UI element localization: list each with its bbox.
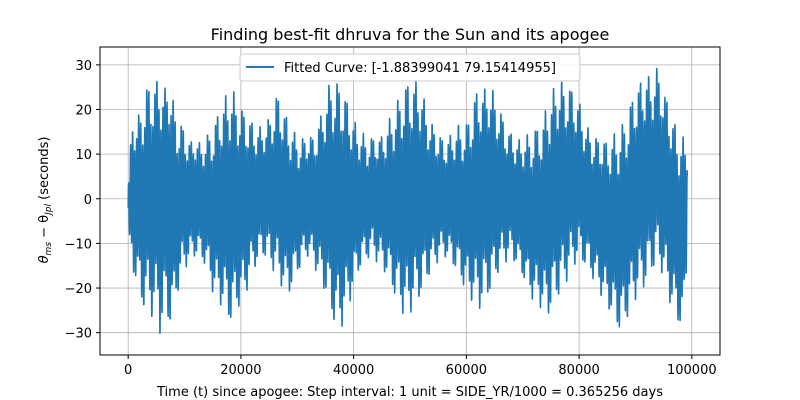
legend-label: Fitted Curve: [-1.88399041 79.15414955]	[284, 61, 556, 76]
chart-title: Finding best-fit dhruva for the Sun and …	[211, 25, 610, 44]
x-tick-label: 100000	[667, 363, 717, 378]
series-line-0	[127, 67, 689, 334]
x-axis-label: Time (t) since apogee: Step interval: 1 …	[156, 385, 663, 400]
legend-box	[239, 53, 581, 82]
series-layer	[127, 67, 689, 334]
y-tick-label: −20	[65, 282, 92, 297]
legend: Fitted Curve: [-1.88399041 79.15414955]	[239, 53, 581, 82]
y-label-minus-theta: − θ	[37, 215, 52, 242]
y-label-sub-jpl: Jpl	[44, 204, 54, 217]
y-tick-label: 10	[75, 148, 92, 163]
x-tick-label: 80000	[558, 363, 599, 378]
x-tick-label: 20000	[220, 363, 261, 378]
x-axis-ticks: 0 20000 40000 60000 80000 100000	[124, 355, 717, 378]
y-tick-label: −30	[65, 327, 92, 342]
y-label-theta1: θ	[37, 255, 52, 263]
y-label-units: (seconds)	[37, 137, 52, 204]
y-tick-label: 30	[75, 59, 92, 74]
x-tick-label: 60000	[446, 363, 487, 378]
x-tick-label: 40000	[333, 363, 374, 378]
y-tick-label: 0	[84, 193, 92, 208]
y-axis-ticks: −30 −20 −10 0 10 20 30	[65, 59, 100, 342]
y-tick-label: −10	[65, 237, 92, 252]
y-tick-label: 20	[75, 103, 92, 118]
y-label-sub-ms: ms	[44, 242, 54, 256]
plot-frame	[99, 46, 721, 356]
y-axis-label: θms − θJpl (seconds)	[37, 137, 54, 264]
x-tick-label: 0	[124, 363, 132, 378]
